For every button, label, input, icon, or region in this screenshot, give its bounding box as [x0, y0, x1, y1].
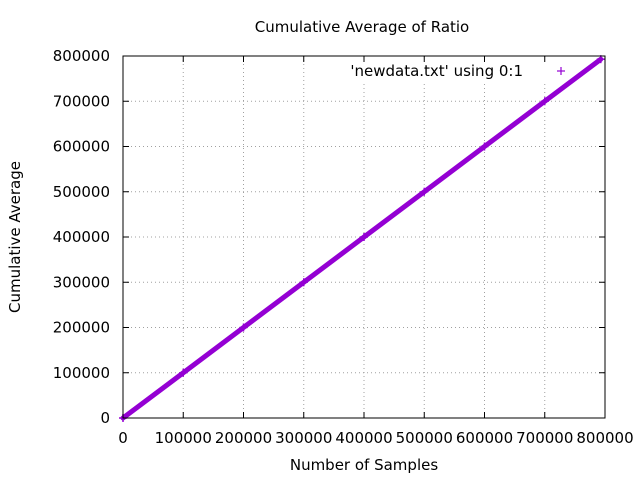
x-tick-label: 700000 — [516, 429, 573, 447]
legend-background — [330, 58, 574, 82]
y-tick-label: 0 — [100, 409, 110, 427]
y-tick-label: 200000 — [53, 319, 110, 337]
x-tick-label: 0 — [118, 429, 128, 447]
series-layer — [119, 55, 605, 422]
x-tick-label: 800000 — [576, 429, 633, 447]
y-tick-label: 700000 — [53, 92, 110, 110]
data-point — [596, 55, 605, 64]
y-tick-label: 500000 — [53, 183, 110, 201]
x-tick-label: 100000 — [155, 429, 212, 447]
x-tick-label: 200000 — [215, 429, 272, 447]
series-trace — [120, 56, 604, 421]
data-point — [540, 97, 549, 106]
y-tick-label: 400000 — [53, 228, 110, 246]
data-point — [420, 187, 429, 196]
x-tick-labels: 0 100000 200000 300000 400000 500000 600000 700… — [118, 429, 633, 447]
data-point — [179, 368, 188, 377]
grid — [123, 56, 605, 418]
x-axis-label: Number of Samples — [290, 456, 438, 474]
ticks — [122, 55, 606, 419]
legend-label: 'newdata.txt' using 0:1 — [350, 62, 523, 80]
y-tick-label: 300000 — [53, 273, 110, 291]
data-point — [299, 278, 308, 287]
data-point — [480, 142, 489, 151]
y-tick-labels: 0 100000 200000 300000 400000 500000 600000 700… — [53, 47, 110, 427]
x-tick-label: 500000 — [396, 429, 453, 447]
legend: 'newdata.txt' using 0:1 — [350, 62, 565, 80]
y-axis-label: Cumulative Average — [6, 161, 24, 313]
x-tick-label: 400000 — [335, 429, 392, 447]
chart-title: Cumulative Average of Ratio — [255, 18, 469, 36]
y-tick-label: 100000 — [53, 364, 110, 382]
y-tick-label: 800000 — [53, 47, 110, 65]
y-tick-label: 600000 — [53, 138, 110, 156]
data-point — [239, 323, 248, 332]
data-point — [360, 233, 368, 241]
x-tick-label: 600000 — [456, 429, 513, 447]
legend-marker — [557, 67, 565, 75]
x-tick-label: 300000 — [275, 429, 332, 447]
